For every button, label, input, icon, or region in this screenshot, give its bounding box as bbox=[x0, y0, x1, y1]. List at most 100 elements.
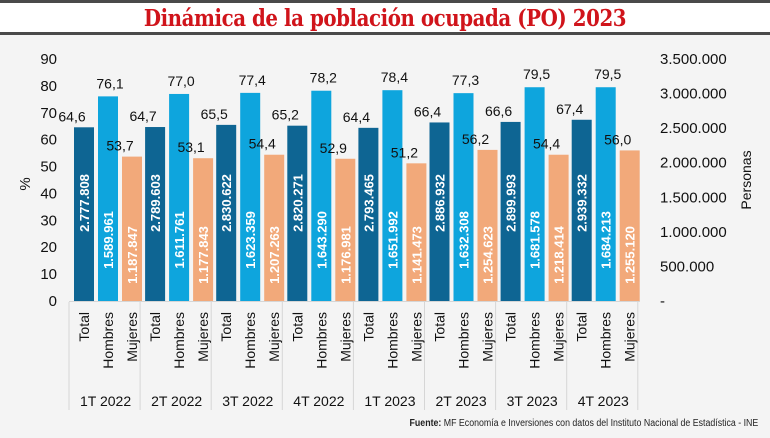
category-label: Total bbox=[76, 312, 92, 342]
bar-persons-label: 1.681.578 bbox=[528, 211, 543, 269]
bar-total bbox=[571, 119, 592, 301]
bar-hombres bbox=[524, 87, 545, 301]
bar-hombres bbox=[382, 90, 403, 302]
group-label: 1T 2023 bbox=[364, 393, 415, 409]
bar-mujeres bbox=[406, 163, 427, 301]
group-label: 3T 2022 bbox=[222, 393, 273, 409]
category-label: Hombres bbox=[384, 312, 400, 369]
bar-hombres bbox=[169, 93, 190, 301]
category-label: Total bbox=[360, 312, 376, 342]
bar-percent-label: 51,2 bbox=[391, 144, 418, 160]
category-label: Hombres bbox=[527, 312, 543, 369]
bar-total bbox=[429, 122, 450, 301]
y-tick-label: 40 bbox=[40, 185, 57, 202]
bar-persons-label: 2.793.465 bbox=[361, 174, 376, 232]
category-label: Hombres bbox=[598, 312, 614, 369]
bar-persons-label: 2.820.271 bbox=[290, 174, 305, 232]
category-label: Total bbox=[289, 312, 305, 342]
bar-mujeres bbox=[548, 154, 569, 301]
bar-percent-label: 64,4 bbox=[343, 109, 370, 125]
bar-persons-label: 1.187.847 bbox=[125, 226, 140, 284]
category-label: Mujeres bbox=[408, 312, 424, 362]
bar-persons-label: 1.177.843 bbox=[196, 226, 211, 284]
y-right-tick-label: 2.000.000 bbox=[660, 155, 727, 172]
bar-total bbox=[358, 127, 379, 301]
bar-percent-label: 65,5 bbox=[201, 106, 228, 122]
category-label: Hombres bbox=[313, 312, 329, 369]
source-note: Fuente: MF Economía e Inversiones con da… bbox=[409, 418, 758, 429]
bar-percent-label: 64,6 bbox=[58, 108, 85, 124]
y-axis-label: % bbox=[17, 177, 34, 190]
bar-persons-label: 2.789.603 bbox=[148, 174, 163, 232]
top-rule bbox=[0, 0, 770, 3]
bar-percent-label: 77,4 bbox=[239, 72, 266, 88]
group-label: 2T 2023 bbox=[435, 393, 486, 409]
category-label: Total bbox=[432, 312, 448, 342]
category-label: Hombres bbox=[456, 312, 472, 369]
y-right-tick-label: 3.500.000 bbox=[660, 51, 727, 68]
category-label: Mujeres bbox=[551, 312, 567, 362]
bar-percent-label: 56,2 bbox=[462, 131, 489, 147]
bar-percent-label: 77,3 bbox=[452, 72, 479, 88]
bar-percent-label: 66,6 bbox=[485, 103, 512, 119]
bar-persons-label: 1.651.992 bbox=[385, 211, 400, 269]
category-label: Total bbox=[147, 312, 163, 342]
bar-mujeres bbox=[477, 149, 498, 301]
bar-total bbox=[145, 127, 166, 301]
title-rule bbox=[0, 32, 770, 35]
bar-percent-label: 79,5 bbox=[523, 66, 550, 82]
category-label: Total bbox=[218, 312, 234, 342]
group-label: 3T 2023 bbox=[507, 393, 558, 409]
bar-percent-label: 67,4 bbox=[556, 101, 583, 117]
bar-persons-label: 2.777.808 bbox=[77, 174, 92, 232]
category-label: Mujeres bbox=[622, 312, 638, 362]
y-tick-label: 60 bbox=[40, 132, 57, 149]
y-right-axis-label: Personas bbox=[738, 150, 754, 209]
y-right-tick-label: 1.500.000 bbox=[660, 189, 727, 206]
bar-percent-label: 54,4 bbox=[249, 136, 276, 152]
bar-persons-label: 1.623.359 bbox=[243, 211, 258, 269]
source-text: MF Economía e Inversiones con datos del … bbox=[441, 418, 758, 429]
category-label: Hombres bbox=[100, 312, 116, 369]
bar-mujeres bbox=[335, 158, 356, 301]
bar-percent-label: 64,7 bbox=[129, 108, 156, 124]
bar-persons-label: 1.218.414 bbox=[552, 225, 567, 284]
group-label: 1T 2022 bbox=[80, 393, 131, 409]
y-tick-label: 50 bbox=[40, 159, 57, 176]
category-label: Hombres bbox=[242, 312, 258, 369]
category-label: Mujeres bbox=[124, 312, 140, 362]
y-tick-label: 0 bbox=[49, 293, 57, 310]
bar-hombres bbox=[240, 92, 261, 301]
bar-total bbox=[500, 121, 521, 301]
category-label: Mujeres bbox=[480, 312, 496, 362]
bar-percent-label: 65,2 bbox=[272, 107, 299, 123]
bar-persons-label: 1.611.761 bbox=[172, 211, 187, 268]
title-bar: Dinámica de la población ocupada (PO) 20… bbox=[0, 3, 770, 32]
bar-persons-label: 1.684.213 bbox=[599, 211, 614, 269]
category-label: Total bbox=[574, 312, 590, 342]
group-label: 4T 2022 bbox=[293, 393, 344, 409]
group-label: 2T 2022 bbox=[151, 393, 202, 409]
y-right-tick-label: 2.500.000 bbox=[660, 120, 727, 137]
bar-percent-label: 78,4 bbox=[381, 69, 408, 85]
bar-percent-label: 53,1 bbox=[177, 139, 204, 155]
category-label: Hombres bbox=[171, 312, 187, 369]
y-tick-label: 80 bbox=[40, 78, 57, 95]
category-label: Mujeres bbox=[195, 312, 211, 362]
bar-persons-label: 1.255.120 bbox=[623, 226, 638, 284]
bar-percent-label: 54,4 bbox=[533, 136, 560, 152]
bar-mujeres bbox=[264, 154, 285, 301]
bar-percent-label: 78,2 bbox=[310, 70, 337, 86]
bar-persons-label: 2.830.622 bbox=[219, 174, 234, 232]
bar-percent-label: 77,0 bbox=[167, 73, 194, 89]
bar-persons-label: 2.899.993 bbox=[504, 174, 519, 232]
bar-mujeres bbox=[122, 156, 142, 301]
bar-percent-label: 56,0 bbox=[604, 131, 631, 147]
chart-title: Dinámica de la población ocupada (PO) 20… bbox=[143, 5, 627, 32]
y-tick-label: 30 bbox=[40, 212, 57, 229]
bar-persons-label: 1.176.981 bbox=[338, 226, 353, 284]
bar-percent-label: 52,9 bbox=[320, 140, 347, 156]
bar-total bbox=[74, 127, 94, 301]
bar-persons-label: 1.589.961 bbox=[101, 211, 116, 269]
